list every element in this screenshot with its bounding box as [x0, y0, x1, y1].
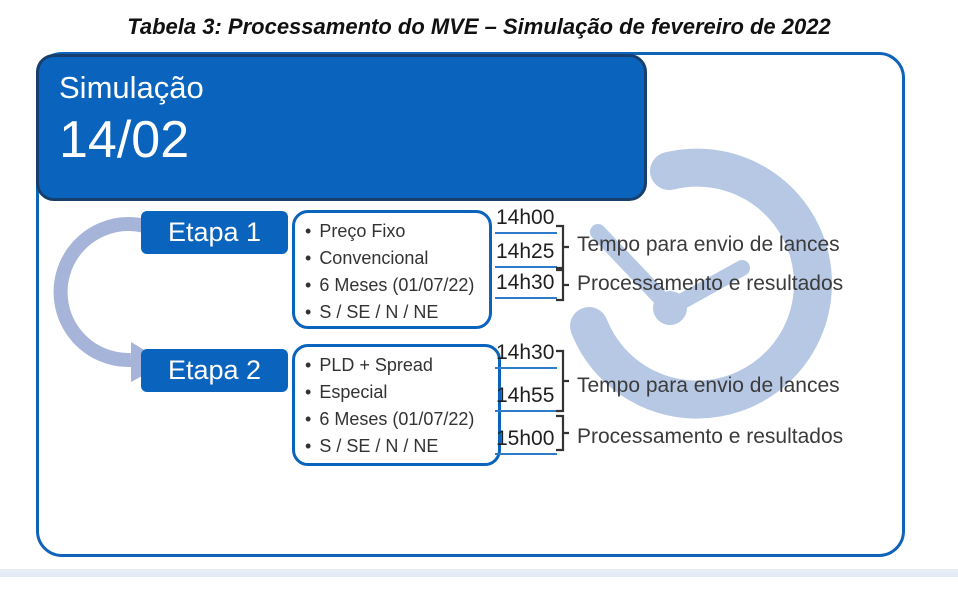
list-item: S / SE / N / NE	[303, 299, 481, 326]
list-item: PLD + Spread	[303, 352, 490, 379]
list-item: 6 Meses (01/07/22)	[303, 406, 490, 433]
diagram-frame	[36, 52, 905, 557]
stage-1-item-list: Preço Fixo Convencional 6 Meses (01/07/2…	[303, 218, 481, 326]
simulation-header: Simulação 14/02	[36, 54, 647, 201]
list-item: S / SE / N / NE	[303, 433, 490, 460]
page-title: Tabela 3: Processamento do MVE – Simulaç…	[127, 14, 831, 39]
list-item: Preço Fixo	[303, 218, 481, 245]
stage-2-details: PLD + Spread Especial 6 Meses (01/07/22)…	[292, 344, 501, 466]
stage-1-annotation-results: Processamento e resultados	[577, 272, 844, 295]
bracket-icon	[556, 349, 569, 413]
footer-strip	[0, 569, 958, 577]
stage-2-badge: Etapa 2	[141, 349, 288, 392]
bracket-icon	[556, 268, 569, 302]
bracket-icon	[556, 224, 569, 270]
simulation-date: 14/02	[59, 111, 190, 169]
list-item: Convencional	[303, 245, 481, 272]
stage-2-time-results: 15h00	[495, 427, 557, 455]
bracket-icon	[556, 414, 569, 452]
list-item: 6 Meses (01/07/22)	[303, 272, 481, 299]
stage-1-annotation-bids: Tempo para envio de lances	[577, 233, 840, 256]
stage-2-annotation-bids: Tempo para envio de lances	[577, 374, 840, 397]
list-item: Especial	[303, 379, 490, 406]
stage-2-item-list: PLD + Spread Especial 6 Meses (01/07/22)…	[303, 352, 490, 460]
stage-1-details: Preço Fixo Convencional 6 Meses (01/07/2…	[292, 210, 492, 329]
stage-2-annotation-results: Processamento e resultados	[577, 425, 844, 448]
stage-1-time-results: 14h30	[495, 271, 557, 299]
stage-2-time-start: 14h30	[495, 341, 557, 369]
simulation-label: Simulação	[59, 70, 204, 105]
stage-1-time-start: 14h00	[495, 206, 557, 234]
stage-1-time-end-bids: 14h25	[495, 240, 557, 268]
stage-1-badge: Etapa 1	[141, 211, 288, 254]
stage-2-time-end-bids: 14h55	[495, 384, 557, 412]
